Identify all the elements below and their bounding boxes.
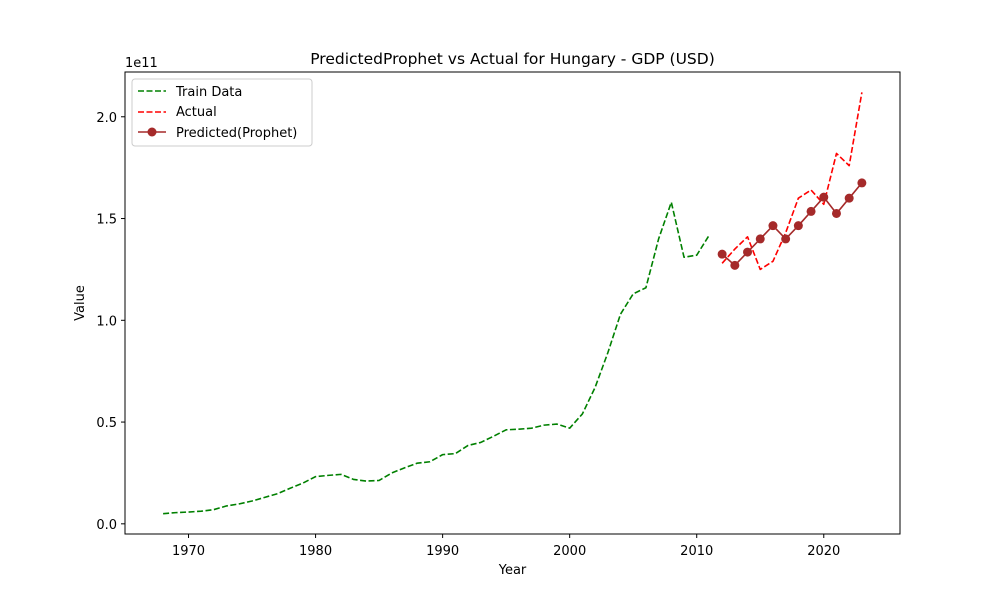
predicted-point <box>831 208 841 218</box>
x-tick-label: 2020 <box>807 544 840 559</box>
x-tick-label: 1990 <box>426 544 459 559</box>
y-tick-label: 2.0 <box>96 111 117 126</box>
series-layer <box>163 92 867 515</box>
actual-line <box>721 92 863 271</box>
legend-label-train: Train Data <box>175 85 242 100</box>
legend-label-predicted: Predicted(Prophet) <box>176 126 297 141</box>
y-tick-label: 0.0 <box>96 518 117 533</box>
predicted-point <box>730 260 740 270</box>
axis-ticks: 1970 1980 1990 2000 2010 2020 0.0 0.5 1.0 1.5 2.0 <box>96 111 840 559</box>
y-tick-label: 1.0 <box>96 314 117 329</box>
legend: Train Data Actual Predicted(Prophet) <box>131 78 313 147</box>
legend-marker-predicted <box>147 127 157 137</box>
y-tick-label: 1.5 <box>96 213 117 228</box>
predicted-point <box>768 221 778 231</box>
legend-frame <box>131 78 313 147</box>
y-axis-label: Value <box>73 285 88 321</box>
predicted-point <box>857 178 867 188</box>
train-data-line <box>163 201 711 515</box>
x-tick-label: 1980 <box>299 544 332 559</box>
y-tick-label: 0.5 <box>96 416 117 431</box>
predicted-point <box>793 221 803 231</box>
plot-frame <box>124 71 901 535</box>
x-tick-label: 2010 <box>680 544 713 559</box>
predicted-point <box>844 193 854 203</box>
x-axis-label: Year <box>498 563 527 578</box>
y-offset-label: 1e11 <box>125 56 158 71</box>
predicted-point <box>819 192 829 202</box>
chart-title: PredictedProphet vs Actual for Hungary -… <box>310 50 715 68</box>
predicted-point <box>781 234 791 244</box>
predicted-point <box>755 234 765 244</box>
x-tick-label: 2000 <box>553 544 586 559</box>
predicted-point <box>717 249 727 259</box>
legend-label-actual: Actual <box>176 105 217 120</box>
predicted-point <box>743 247 753 257</box>
x-tick-label: 1970 <box>172 544 205 559</box>
predicted-point <box>806 206 816 216</box>
predicted-prophet-line <box>721 182 863 267</box>
